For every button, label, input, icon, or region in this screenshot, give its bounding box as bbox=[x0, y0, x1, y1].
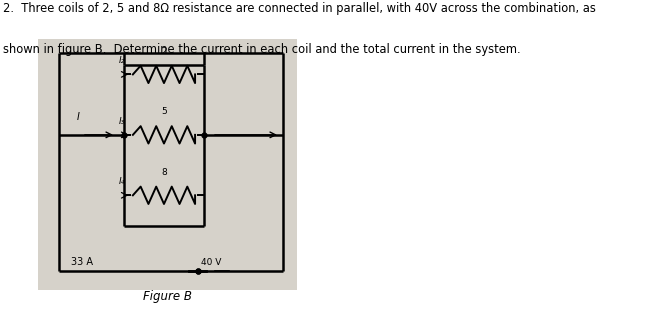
Text: 2.  Three coils of 2, 5 and 8Ω resistance are connected in parallel, with 40V ac: 2. Three coils of 2, 5 and 8Ω resistance… bbox=[3, 2, 596, 15]
Text: I₃: I₃ bbox=[118, 117, 125, 126]
Text: I: I bbox=[77, 113, 79, 122]
Text: shown in figure B.  Determine the current in each coil and the total current in : shown in figure B. Determine the current… bbox=[3, 43, 521, 56]
Text: I₄: I₄ bbox=[118, 177, 125, 186]
Text: 40 V: 40 V bbox=[201, 258, 221, 267]
Bar bbox=[39, 39, 297, 290]
Text: Figure B: Figure B bbox=[143, 290, 192, 303]
Text: 8: 8 bbox=[161, 168, 167, 177]
Text: 33 A: 33 A bbox=[71, 257, 93, 267]
Text: 2: 2 bbox=[161, 47, 167, 56]
Text: I₂: I₂ bbox=[118, 56, 125, 65]
Text: 5: 5 bbox=[161, 107, 167, 116]
